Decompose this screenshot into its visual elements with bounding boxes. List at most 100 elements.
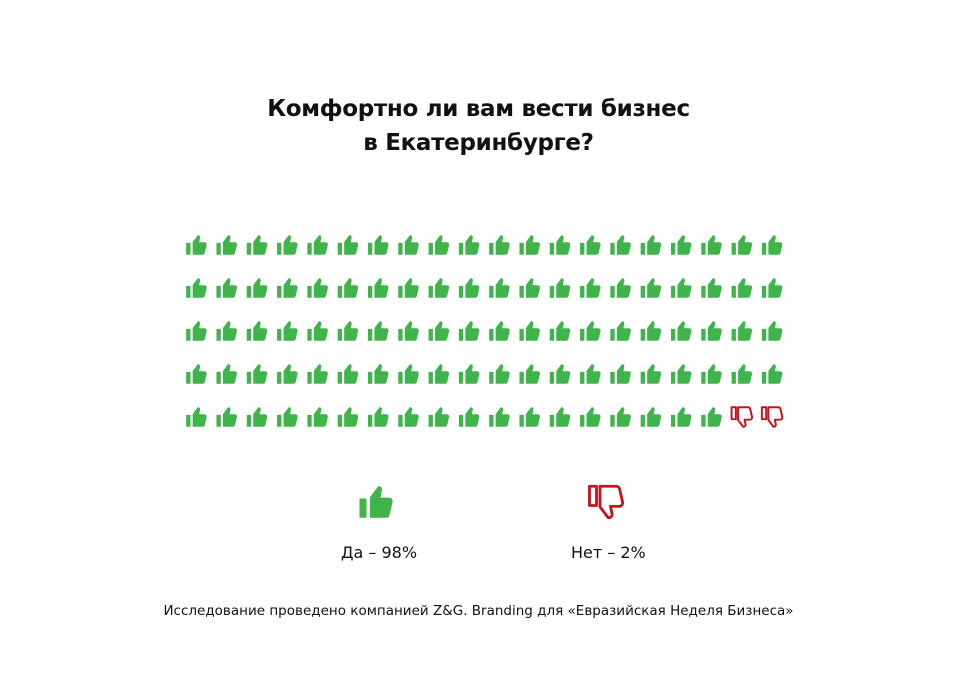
thumbs-up-icon <box>216 235 237 255</box>
thumbs-up-icon <box>398 407 419 427</box>
thumbs-up-icon <box>670 321 692 341</box>
thumbs-up-icon <box>640 235 662 255</box>
thumbs-up-icon <box>489 407 510 427</box>
thumbs-up-icon <box>489 278 510 298</box>
thumbs-up-icon <box>580 364 601 384</box>
thumbs-up-icon <box>731 235 753 255</box>
thumbs-up-icon <box>640 321 662 341</box>
thumbs-up-icon <box>458 407 480 427</box>
thumbs-up-icon <box>549 235 571 255</box>
thumbs-up-icon <box>246 407 268 427</box>
thumbs-up-icon <box>580 235 601 255</box>
thumbs-up-icon <box>640 407 662 427</box>
thumbs-up-icon <box>398 364 419 384</box>
thumbs-up-icon <box>428 364 450 384</box>
thumbs-up-icon <box>458 278 480 298</box>
thumbs-up-icon <box>640 278 662 298</box>
chart-title-line-2: в Екатеринбурге? <box>363 130 594 156</box>
thumbs-up-icon <box>337 235 359 255</box>
thumbs-up-icon <box>610 407 631 427</box>
thumbs-up-icon <box>670 364 692 384</box>
legend-yes-thumbs-up-icon <box>359 486 393 518</box>
thumbs-up-icon <box>701 235 722 255</box>
thumbs-up-icon <box>610 235 631 255</box>
thumbs-up-icon <box>519 235 540 255</box>
thumbs-up-icon <box>489 364 510 384</box>
legend-no-label: Нет – 2% <box>571 543 646 562</box>
thumbs-up-icon <box>489 235 510 255</box>
footer-source-note: Исследование проведено компанией Z&G. Br… <box>163 603 794 619</box>
thumbs-up-icon <box>731 278 753 298</box>
thumbs-up-icon <box>216 407 237 427</box>
thumbs-up-icon <box>761 278 783 298</box>
legend-no-thumbs-down-icon <box>588 484 625 520</box>
thumbs-up-icon <box>307 407 328 427</box>
thumbs-up-icon <box>367 321 389 341</box>
legend-yes-label: Да – 98% <box>341 543 418 562</box>
thumbs-up-icon <box>670 235 692 255</box>
thumbs-up-icon <box>186 407 207 427</box>
thumbs-up-icon <box>731 364 753 384</box>
thumbs-up-icon <box>670 407 692 427</box>
thumbs-up-icon <box>519 407 540 427</box>
thumbs-up-icon <box>307 364 328 384</box>
thumbs-up-icon <box>246 235 268 255</box>
thumbs-up-icon <box>580 278 601 298</box>
thumbs-up-icon <box>398 235 419 255</box>
thumbs-up-icon <box>216 364 237 384</box>
thumbs-up-icon <box>549 278 571 298</box>
thumbs-up-icon <box>761 235 783 255</box>
thumbs-up-icon <box>761 321 783 341</box>
thumbs-up-icon <box>428 407 450 427</box>
thumbs-up-icon <box>489 321 510 341</box>
thumbs-up-icon <box>367 364 389 384</box>
thumbs-up-icon <box>549 407 571 427</box>
thumbs-up-icon <box>701 407 722 427</box>
thumbs-up-icon <box>458 321 480 341</box>
thumbs-up-icon <box>216 321 237 341</box>
thumbs-up-icon <box>337 321 359 341</box>
thumbs-up-icon <box>428 278 450 298</box>
thumbs-up-icon <box>246 321 268 341</box>
thumbs-up-icon <box>731 321 753 341</box>
thumbs-up-icon <box>367 235 389 255</box>
thumbs-up-icon <box>519 278 540 298</box>
thumbs-up-icon <box>277 321 298 341</box>
thumbs-down-icon <box>730 406 754 428</box>
thumbs-up-icon <box>519 364 540 384</box>
thumbs-up-icon <box>701 364 722 384</box>
thumbs-up-icon <box>610 364 631 384</box>
thumbs-up-icon <box>549 364 571 384</box>
thumbs-up-icon <box>367 407 389 427</box>
chart-title: Комфортно ли вам вести бизнес в Екатерин… <box>0 92 957 160</box>
thumbs-up-icon <box>337 407 359 427</box>
thumbs-up-icon <box>277 278 298 298</box>
thumbs-up-icon <box>307 235 328 255</box>
thumbs-up-icon <box>610 321 631 341</box>
thumbs-up-icon <box>216 278 237 298</box>
thumbs-up-icon <box>398 278 419 298</box>
thumbs-up-icon <box>701 321 722 341</box>
thumbs-up-icon <box>580 407 601 427</box>
thumbs-up-icon <box>610 278 631 298</box>
thumbs-up-icon <box>307 321 328 341</box>
chart-title-line-1: Комфортно ли вам вести бизнес <box>267 96 690 122</box>
thumbs-up-icon <box>186 321 207 341</box>
thumbs-up-icon <box>367 278 389 298</box>
thumbs-up-icon <box>580 321 601 341</box>
thumbs-up-icon <box>458 364 480 384</box>
thumbs-up-icon <box>186 364 207 384</box>
thumbs-up-icon <box>186 235 207 255</box>
thumbs-up-icon <box>761 364 783 384</box>
thumbs-up-icon <box>670 278 692 298</box>
thumbs-up-icon <box>246 278 268 298</box>
thumbs-up-icon <box>277 235 298 255</box>
thumbs-up-icon <box>519 321 540 341</box>
thumbs-up-icon <box>277 364 298 384</box>
thumbs-up-icon <box>428 321 450 341</box>
thumbs-up-icon <box>337 278 359 298</box>
thumbs-up-icon <box>307 278 328 298</box>
thumbs-up-icon <box>398 321 419 341</box>
thumbs-up-icon <box>186 278 207 298</box>
